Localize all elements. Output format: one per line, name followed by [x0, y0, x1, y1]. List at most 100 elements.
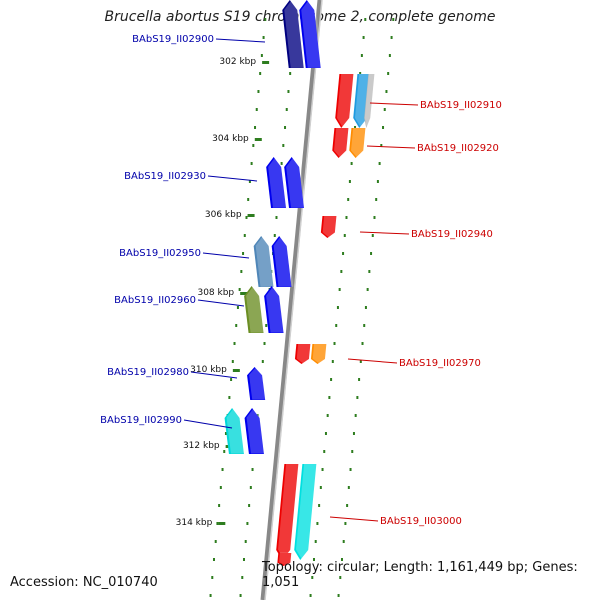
ring-dot — [368, 270, 371, 273]
ring-dot — [385, 90, 388, 93]
gene-feature[interactable] — [332, 127, 351, 158]
gene-label[interactable]: BAbS19_II03000 — [380, 516, 462, 527]
gene-feature[interactable] — [264, 285, 286, 333]
ring-dot — [275, 216, 278, 219]
gene-gloss — [279, 552, 293, 566]
ring-dot — [262, 36, 265, 39]
gene-feature[interactable] — [224, 407, 246, 454]
gene-gloss — [336, 73, 356, 128]
ring-dot — [361, 342, 364, 345]
gene-label-leader — [359, 231, 410, 235]
ring-dot — [354, 126, 357, 129]
kbp-tick-mark — [254, 138, 262, 141]
ring-dot — [209, 594, 212, 597]
ring-dot — [239, 594, 242, 597]
gene-feature[interactable] — [271, 235, 294, 287]
ring-dot — [249, 486, 252, 489]
ring-dot — [263, 342, 266, 345]
ring-dot — [321, 468, 324, 471]
gene-gloss — [266, 285, 286, 333]
gene-arrow-shape — [244, 408, 264, 454]
gene-feature[interactable] — [294, 343, 313, 364]
gene-arrow-shape — [284, 157, 305, 208]
genome-summary-text: Topology: circular; Length: 1,161,449 bp… — [262, 560, 578, 590]
ring-dot — [345, 216, 348, 219]
ring-dot — [248, 180, 251, 183]
gene-gloss — [273, 235, 294, 287]
gene-label-leader — [202, 252, 250, 259]
gene-feature[interactable] — [284, 156, 306, 208]
gene-gloss — [255, 235, 276, 287]
ring-dot — [212, 558, 215, 561]
gene-feature[interactable] — [320, 215, 339, 238]
gene-label[interactable]: BAbS19_II02950 — [119, 248, 201, 259]
kbp-tick-group: 302 kbp 304 kbp 306 kbp 308 kbp 310 kbp 312 k… — [176, 57, 270, 528]
gene-label[interactable]: BAbS19_II02990 — [100, 415, 182, 426]
gene-label[interactable]: BAbS19_II02960 — [114, 295, 196, 306]
gene-feature[interactable] — [247, 366, 268, 400]
gene-feature[interactable] — [349, 127, 368, 158]
ring-dot — [359, 360, 362, 363]
gene-label[interactable]: BAbS19_II02900 — [132, 34, 214, 45]
ring-dot — [363, 324, 366, 327]
gene-arrow-shape — [294, 464, 317, 560]
gene-feature[interactable] — [253, 235, 276, 287]
map-title: Brucella abortus S19 chromosome 2, compl… — [104, 9, 496, 25]
gene-feature[interactable] — [335, 73, 356, 128]
gene-arrow-shape — [253, 236, 274, 287]
gene-label[interactable]: BAbS19_II02910 — [420, 100, 502, 111]
ring-dot — [364, 18, 367, 21]
gene-label[interactable]: BAbS19_II02930 — [124, 171, 206, 182]
ring-dot — [244, 540, 247, 543]
gene-label[interactable]: BAbS19_II02920 — [417, 143, 499, 154]
ring-dot — [330, 378, 333, 381]
ring-dot — [342, 540, 345, 543]
ring-dot — [285, 108, 288, 111]
gene-label[interactable]: BAbS19_II02970 — [399, 358, 481, 369]
gene-feature[interactable] — [244, 407, 266, 454]
gene-label-leader — [347, 358, 398, 364]
gene-gloss — [246, 285, 266, 333]
gene-label-leader — [366, 145, 416, 149]
gene-label-leader — [215, 38, 266, 43]
gene-arrow-shape — [282, 0, 304, 68]
gene-feature[interactable] — [276, 463, 301, 560]
gene-gloss — [284, 0, 306, 68]
ring-dot — [356, 396, 359, 399]
gene-feature[interactable] — [299, 0, 323, 68]
gene-feature[interactable] — [310, 343, 329, 364]
ring-dot — [251, 468, 254, 471]
gene-feature[interactable] — [364, 73, 375, 128]
ring-dot — [382, 126, 385, 129]
ring-dot — [352, 432, 355, 435]
gene-feature[interactable] — [282, 0, 306, 68]
ring-dot — [261, 360, 264, 363]
kbp-tick-label: 310 kbp — [190, 365, 227, 375]
gene-feature[interactable] — [266, 156, 288, 208]
ring-dot — [252, 144, 255, 147]
ring-dot — [265, 324, 268, 327]
gene-feature-group — [224, 0, 375, 566]
ring-dot — [230, 378, 233, 381]
ring-dot — [235, 324, 238, 327]
gene-label-leader — [369, 102, 419, 106]
gene-feature[interactable] — [244, 285, 266, 333]
ring-dot — [242, 558, 245, 561]
gene-gloss — [322, 215, 339, 238]
gene-arrow-shape — [277, 553, 292, 566]
ring-dot — [218, 504, 221, 507]
ring-dot — [346, 504, 349, 507]
gene-arrow-shape — [320, 216, 337, 238]
gene-arrow-shape — [364, 74, 375, 128]
gene-feature[interactable] — [277, 552, 293, 566]
kbp-tick-label: 302 kbp — [219, 57, 256, 67]
gene-label[interactable]: BAbS19_II02940 — [411, 229, 493, 240]
ring-dot — [360, 54, 363, 57]
ring-dot — [259, 72, 262, 75]
backbone-line — [260, 0, 323, 600]
gene-label[interactable]: BAbS19_II02980 — [107, 367, 189, 378]
gene-gloss — [246, 407, 266, 454]
ring-dot — [289, 72, 292, 75]
gene-feature[interactable] — [294, 463, 319, 560]
